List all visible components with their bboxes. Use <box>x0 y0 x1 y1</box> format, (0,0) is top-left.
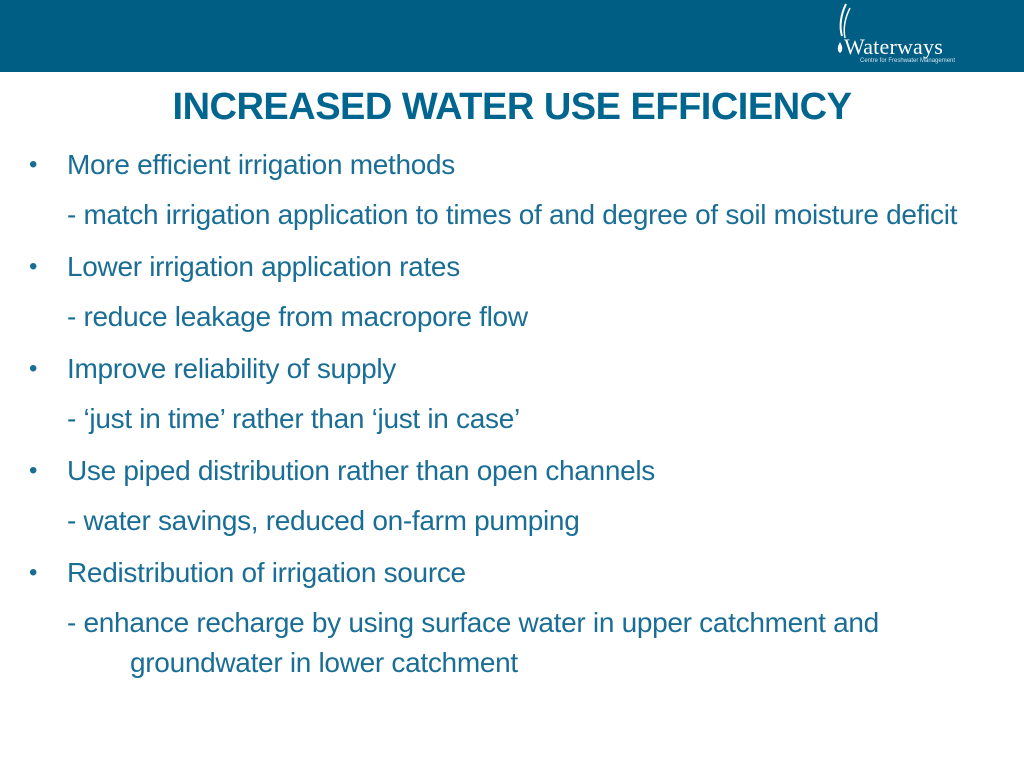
slide-title: INCREASED WATER USE EFFICIENCY <box>172 86 852 128</box>
water-drop-icon <box>837 3 851 53</box>
waterways-logo: Waterways Centre for Freshwater Manageme… <box>828 0 968 72</box>
bullet-item: • Redistribution of irrigation source <box>0 553 1024 593</box>
bullet-dot-icon: • <box>29 457 38 484</box>
bullet-text: Redistribution of irrigation source <box>67 557 466 588</box>
bullet-dot-icon: • <box>29 151 38 178</box>
bullet-dot-icon: • <box>29 253 38 280</box>
bullet-dot-icon: • <box>29 355 38 382</box>
bullet-text: More efficient irrigation methods <box>67 149 455 180</box>
bullet-item: • More efficient irrigation methods <box>0 145 1024 185</box>
bullet-text: Use piped distribution rather than open … <box>67 455 655 486</box>
bullet-item: • Improve reliability of supply <box>0 349 1024 389</box>
sub-point: - reduce leakage from macropore flow <box>67 301 528 332</box>
slide-content: • More efficient irrigation methods - mat… <box>0 145 1024 695</box>
sub-point: - water savings, reduced on-farm pumping <box>67 505 580 536</box>
sub-point: - enhance recharge by using surface wate… <box>67 607 879 678</box>
sub-point: - match irrigation application to times … <box>67 199 958 230</box>
bullet-text: Lower irrigation application rates <box>67 251 460 282</box>
logo-wordmark: Waterways <box>844 34 943 59</box>
bullet-item: • Use piped distribution rather than open… <box>0 451 1024 491</box>
sub-point: - ‘just in time’ rather than ‘just in ca… <box>67 403 520 434</box>
bullet-text: Improve reliability of supply <box>67 353 396 384</box>
header-bar: Waterways Centre for Freshwater Manageme… <box>0 0 1024 72</box>
logo-tagline: Centre for Freshwater Management <box>860 58 956 64</box>
bullet-dot-icon: • <box>29 559 38 586</box>
bullet-item: • Lower irrigation application rates <box>0 247 1024 287</box>
